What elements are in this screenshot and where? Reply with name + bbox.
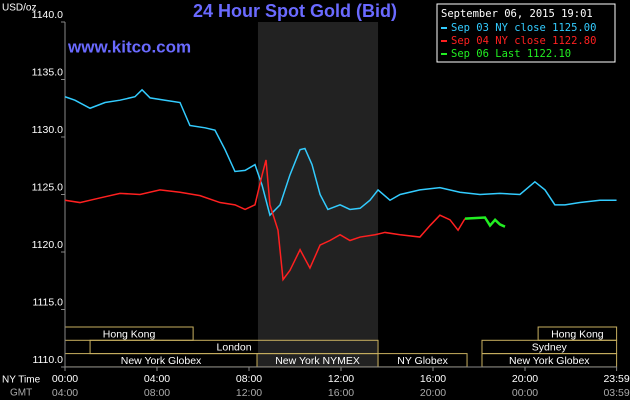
session-label: Hong Kong bbox=[103, 328, 156, 340]
gmt-tick-label: 04:00 bbox=[52, 387, 78, 399]
series-line bbox=[64, 88, 617, 217]
legend-label: Sep 03 NY close 1125.00 bbox=[451, 22, 596, 34]
y-tick-label: 1140.0 bbox=[32, 9, 63, 21]
legend-box bbox=[436, 3, 616, 63]
gmt-tick-label: 20:00 bbox=[420, 387, 446, 399]
session-label: London bbox=[217, 342, 252, 354]
legend-label: Sep 06 Last 1122.10 bbox=[451, 48, 571, 60]
y-tick-label: 1130.0 bbox=[32, 124, 63, 136]
y-tick-label: 1135.0 bbox=[32, 66, 63, 78]
x-tick-label: 20:00 bbox=[512, 373, 538, 385]
subtitle: www.kitco.com bbox=[67, 37, 191, 56]
session-label: New York Globex bbox=[121, 355, 202, 367]
gmt-tick-label: 16:00 bbox=[328, 387, 354, 399]
series-line bbox=[464, 216, 506, 228]
x-row-label: GMT bbox=[10, 388, 32, 399]
x-tick-label: 12:00 bbox=[328, 373, 354, 385]
gmt-tick-label: 12:00 bbox=[236, 387, 262, 399]
session-label: NY Globex bbox=[397, 355, 448, 367]
shaded-band bbox=[257, 22, 379, 367]
session-label: Hong Kong bbox=[551, 328, 604, 340]
session-label: Sydney bbox=[532, 342, 568, 354]
session-label: New York Globex bbox=[509, 355, 590, 367]
gmt-tick-label: 00:00 bbox=[512, 387, 538, 399]
x-tick-label: 04:00 bbox=[144, 373, 170, 385]
x-tick-label: 23:59 bbox=[603, 373, 629, 385]
date-label: September 06, 2015 19:01 bbox=[441, 8, 593, 20]
series-line bbox=[64, 159, 466, 282]
x-row-label: NY Time bbox=[2, 375, 41, 386]
y-tick-label: 1110.0 bbox=[32, 354, 63, 366]
gmt-tick-label: 03:59 bbox=[603, 387, 629, 399]
x-tick-label: 16:00 bbox=[420, 373, 446, 385]
x-tick-label: 00:00 bbox=[52, 373, 78, 385]
chart-title: 24 Hour Spot Gold (Bid) bbox=[193, 1, 397, 21]
y-axis-label: USD/oz bbox=[2, 3, 36, 14]
y-tick-label: 1125.0 bbox=[32, 181, 63, 193]
y-tick-label: 1115.0 bbox=[32, 296, 63, 308]
session-label: New York NYMEX bbox=[275, 355, 360, 367]
gmt-tick-label: 08:00 bbox=[144, 387, 170, 399]
legend-label: Sep 04 NY close 1122.80 bbox=[451, 35, 596, 47]
y-tick-label: 1120.0 bbox=[32, 239, 63, 251]
x-tick-label: 08:00 bbox=[236, 373, 262, 385]
